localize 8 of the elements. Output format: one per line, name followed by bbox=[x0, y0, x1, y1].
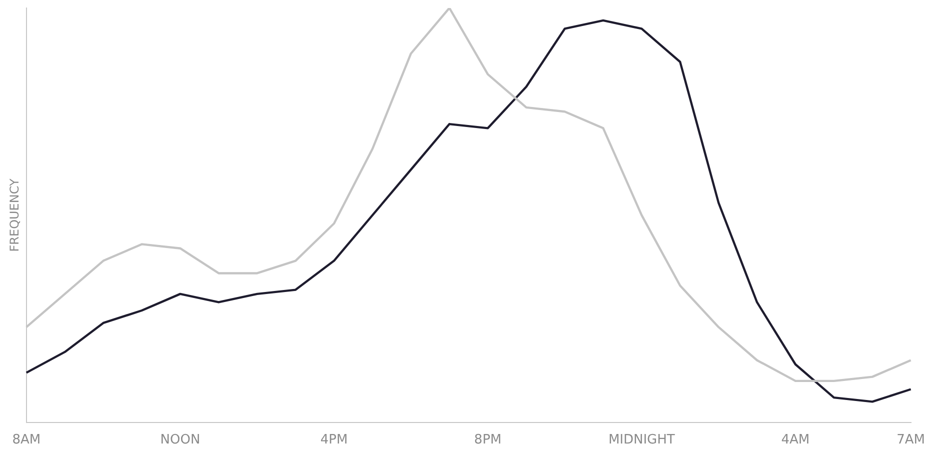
y-axis-title: FREQUENCY bbox=[7, 178, 22, 252]
x-tick-label: MIDNIGHT bbox=[608, 432, 675, 448]
x-tick-label: 4AM bbox=[781, 432, 810, 448]
x-tick-label: 7AM bbox=[896, 432, 926, 448]
x-tick-label: 8AM bbox=[12, 432, 41, 448]
x-tick-label: NOON bbox=[160, 432, 200, 448]
x-tick-label: 4PM bbox=[320, 432, 348, 448]
x-tick-label: 8PM bbox=[474, 432, 502, 448]
